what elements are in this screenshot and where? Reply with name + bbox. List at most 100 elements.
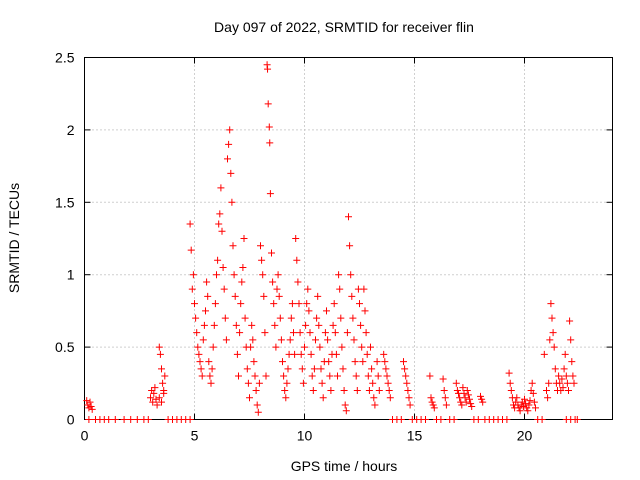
data-point <box>195 350 203 358</box>
data-point <box>370 394 378 402</box>
data-point <box>216 210 224 218</box>
data-point <box>550 343 558 351</box>
axis-ticks: 0 0.5 1 1.5 2 2.5 0 5 10 15 20 <box>55 50 613 444</box>
data-point <box>156 350 164 358</box>
data-point <box>364 372 372 380</box>
data-point <box>437 416 445 423</box>
data-point <box>214 256 222 264</box>
data-point <box>133 416 141 423</box>
data-point <box>222 336 230 344</box>
data-point <box>332 350 340 358</box>
data-point <box>251 372 259 380</box>
data-point <box>303 300 311 308</box>
data-point <box>338 343 346 351</box>
data-point <box>196 358 204 366</box>
data-point <box>279 358 286 366</box>
data-point <box>144 416 152 423</box>
data-point <box>155 343 163 351</box>
data-point <box>342 407 350 415</box>
data-point <box>566 317 574 325</box>
data-point <box>199 336 207 344</box>
data-point <box>546 336 554 344</box>
data-point <box>547 300 555 308</box>
data-point <box>373 358 381 366</box>
data-point <box>383 372 391 380</box>
data-point <box>85 416 93 423</box>
data-point <box>350 336 358 344</box>
data-point <box>452 379 460 387</box>
data-point <box>441 394 449 402</box>
data-point <box>330 300 338 308</box>
data-point <box>569 372 577 380</box>
data-point <box>127 416 135 423</box>
data-point <box>458 401 466 409</box>
data-point <box>430 404 438 412</box>
data-point <box>561 350 569 358</box>
data-point <box>428 398 436 406</box>
data-point <box>337 314 345 322</box>
data-point <box>548 314 556 322</box>
data-point <box>560 365 568 373</box>
data-point <box>543 387 550 395</box>
data-point <box>404 387 412 395</box>
data-point <box>516 407 524 415</box>
data-point <box>381 358 389 366</box>
data-point <box>401 365 409 373</box>
data-point <box>88 405 96 413</box>
data-point <box>386 394 394 402</box>
data-point <box>426 372 434 380</box>
data-point <box>210 321 218 329</box>
data-point <box>563 379 571 387</box>
data-point <box>339 365 347 373</box>
data-point <box>282 394 290 402</box>
data-point <box>463 387 471 395</box>
data-point <box>294 278 302 286</box>
data-point <box>568 358 576 366</box>
data-point <box>220 285 228 293</box>
data-point <box>153 401 161 409</box>
data-point <box>226 126 234 134</box>
y-axis-label: SRMTID / TECUs <box>6 183 22 293</box>
data-point <box>570 379 578 387</box>
data-point <box>562 372 570 380</box>
y-tick-label: 2 <box>67 122 75 138</box>
data-point <box>503 416 511 423</box>
data-point <box>324 336 332 344</box>
data-point <box>241 314 249 322</box>
data-point <box>264 65 272 73</box>
data-point <box>266 190 274 198</box>
data-point <box>567 336 575 344</box>
data-point <box>367 343 374 351</box>
data-point <box>309 387 317 395</box>
data-point <box>380 350 388 358</box>
data-point <box>331 329 339 337</box>
data-point <box>474 416 482 423</box>
data-point <box>290 329 297 337</box>
data-point <box>462 398 470 406</box>
data-point <box>538 416 546 423</box>
data-point <box>186 220 194 228</box>
data-point <box>292 235 300 242</box>
data-point <box>353 387 361 395</box>
data-point <box>461 394 469 402</box>
data-point <box>346 242 354 250</box>
data-point <box>544 394 552 402</box>
data-point <box>158 365 165 373</box>
data-point <box>150 389 158 397</box>
data-point <box>505 369 513 377</box>
data-point <box>188 285 196 293</box>
data-point <box>261 329 269 337</box>
y-tick-label: 2.5 <box>55 50 75 66</box>
data-point <box>159 379 167 387</box>
data-point <box>284 365 292 373</box>
data-point <box>319 394 327 402</box>
data-point <box>453 387 461 395</box>
data-point <box>440 387 448 395</box>
data-point <box>375 387 383 395</box>
data-point <box>565 387 572 395</box>
data-point <box>513 394 521 402</box>
data-point <box>304 285 312 293</box>
data-point <box>249 336 257 344</box>
data-point <box>422 416 429 423</box>
data-point <box>237 300 245 308</box>
